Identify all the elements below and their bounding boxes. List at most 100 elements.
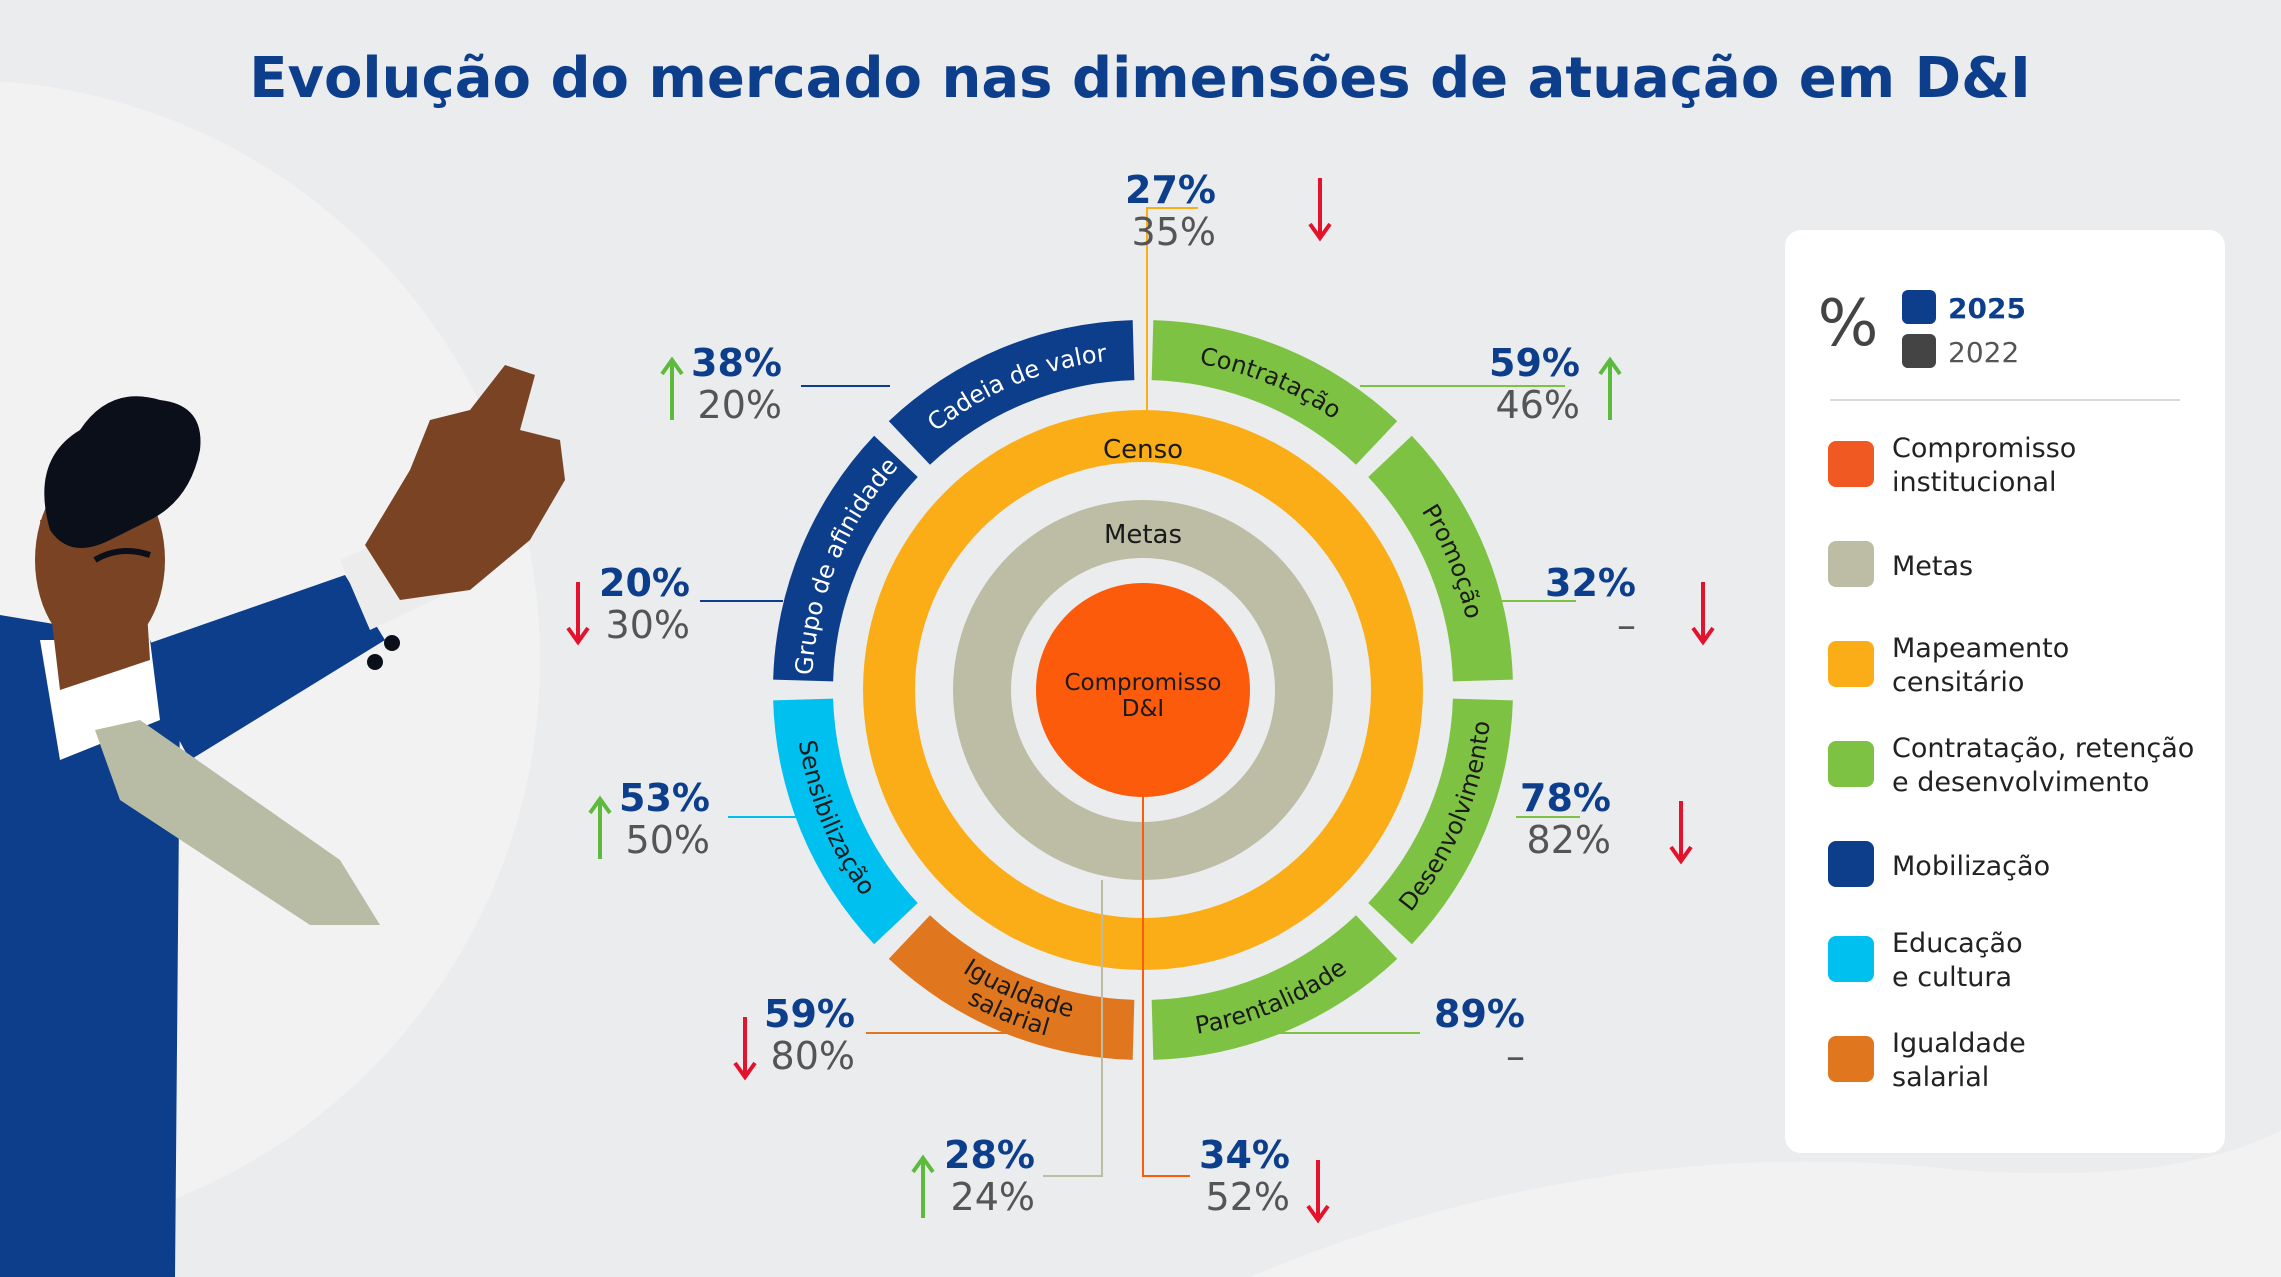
legend-item: Metas <box>1828 541 1973 587</box>
value-callout: 53%50% <box>588 776 800 862</box>
value-2025: 59% <box>1489 341 1580 385</box>
legend-percent-symbol: % <box>1818 287 1879 361</box>
value-2025: 32% <box>1545 561 1636 605</box>
value-2022: 24% <box>951 1175 1035 1219</box>
legend-label: censitário <box>1892 667 2024 698</box>
value-callout: 89%– <box>1278 992 1525 1078</box>
value-2025: 27% <box>1125 168 1216 212</box>
legend-label: Igualdade <box>1892 1028 2026 1059</box>
center-compromisso <box>1036 583 1250 797</box>
legend-swatch <box>1828 441 1874 487</box>
value-2025: 28% <box>944 1133 1035 1177</box>
outer-segment-parentalidade <box>1151 915 1398 1060</box>
glasses <box>93 548 151 563</box>
value-callout: 78%82% <box>1516 776 1693 865</box>
outer-segment-promoção <box>1368 435 1513 682</box>
trend-down-arrowhead <box>566 626 590 646</box>
suit-arm <box>130 575 385 760</box>
legend-swatch <box>1828 936 1874 982</box>
value-callout: 32%– <box>1470 561 1715 647</box>
legend-label: Compromisso <box>1892 433 2076 464</box>
suit-button <box>367 654 383 670</box>
leader-line <box>1043 880 1103 1177</box>
value-callout: 34%52% <box>1142 795 1330 1224</box>
value-2022: – <box>1506 1034 1525 1078</box>
tie <box>95 720 380 925</box>
legend-label: institucional <box>1892 467 2057 498</box>
outer-segment-grupo-de-afinidade <box>773 435 918 682</box>
value-2022: 46% <box>1496 383 1580 427</box>
value-callout: 59%46% <box>1360 341 1622 427</box>
trend-down-arrowhead <box>1669 845 1693 865</box>
legend-card <box>1785 230 2225 1153</box>
value-2025: 38% <box>691 341 782 385</box>
leader-line <box>1142 795 1190 1177</box>
value-2025: 89% <box>1434 992 1525 1036</box>
legend-swatch <box>1828 741 1874 787</box>
value-callout: 38%20% <box>660 341 890 427</box>
background-wave <box>1250 1130 2281 1277</box>
outer-segment-contratação <box>1151 320 1398 465</box>
value-2022: 52% <box>1206 1175 1290 1219</box>
legend-label: e desenvolvimento <box>1892 767 2149 798</box>
legend-swatch <box>1828 1036 1874 1082</box>
legend-swatch-2025 <box>1902 290 1936 324</box>
value-2022: 80% <box>771 1034 855 1078</box>
suit-button <box>384 635 400 651</box>
value-2022: – <box>1617 603 1636 647</box>
legend-swatch <box>1828 541 1874 587</box>
value-callout: 59%80% <box>733 992 1040 1081</box>
trend-down-arrowhead <box>1308 222 1332 242</box>
character-illustration <box>0 365 565 1277</box>
center-label-line: Compromisso <box>1065 670 1222 696</box>
value-2025: 78% <box>1520 776 1611 820</box>
value-2025: 53% <box>619 776 710 820</box>
trend-down-arrowhead <box>1306 1204 1330 1224</box>
trend-down-arrowhead <box>733 1061 757 1081</box>
hair <box>44 396 201 548</box>
legend-label: Mapeamento <box>1892 633 2069 664</box>
value-callout: 28%24% <box>911 880 1103 1219</box>
trend-up-arrowhead <box>911 1154 935 1174</box>
trend-up-arrowhead <box>1598 356 1622 376</box>
outer-segment-sensibilização <box>773 698 918 945</box>
legend-label: e cultura <box>1892 962 2012 993</box>
value-2025: 59% <box>764 992 855 1036</box>
outer-segment-cadeia-de-valor <box>888 320 1135 465</box>
outer-segment-igualdade-salarial <box>888 915 1135 1060</box>
ring-label-censo: Censo <box>1103 435 1183 465</box>
value-callout: 20%30% <box>566 561 783 647</box>
center-label-line: D&I <box>1122 696 1164 722</box>
legend-label: Educação <box>1892 928 2023 959</box>
value-2025: 20% <box>599 561 690 605</box>
value-callout: 27%35% <box>1125 168 1332 420</box>
hand <box>365 365 565 600</box>
chart-layer: CensoMetasCompromissoD&IContrataçãoPromo… <box>566 168 1715 1224</box>
legend-item: Mobilização <box>1828 841 2050 887</box>
leader-line <box>1146 207 1198 420</box>
ring-label-metas: Metas <box>1104 520 1182 550</box>
value-2022: 82% <box>1527 818 1611 862</box>
outer-segment-desenvolvimento <box>1368 698 1513 945</box>
trend-up-arrowhead <box>660 356 684 376</box>
legend-label: Metas <box>1892 551 1973 582</box>
legend-label: salarial <box>1892 1062 1989 1093</box>
legend-swatch <box>1828 641 1874 687</box>
legend-year-2022: 2022 <box>1948 336 2019 369</box>
value-2025: 34% <box>1199 1133 1290 1177</box>
legend-year-2025: 2025 <box>1948 292 2026 325</box>
legend-swatch-2022 <box>1902 334 1936 368</box>
page-title: Evolução do mercado nas dimensões de atu… <box>249 46 2031 111</box>
value-2022: 30% <box>606 603 690 647</box>
trend-up-arrowhead <box>588 795 612 815</box>
value-2022: 20% <box>698 383 782 427</box>
legend-label: Mobilização <box>1892 851 2050 882</box>
legend-label: Contratação, retenção <box>1892 733 2194 764</box>
